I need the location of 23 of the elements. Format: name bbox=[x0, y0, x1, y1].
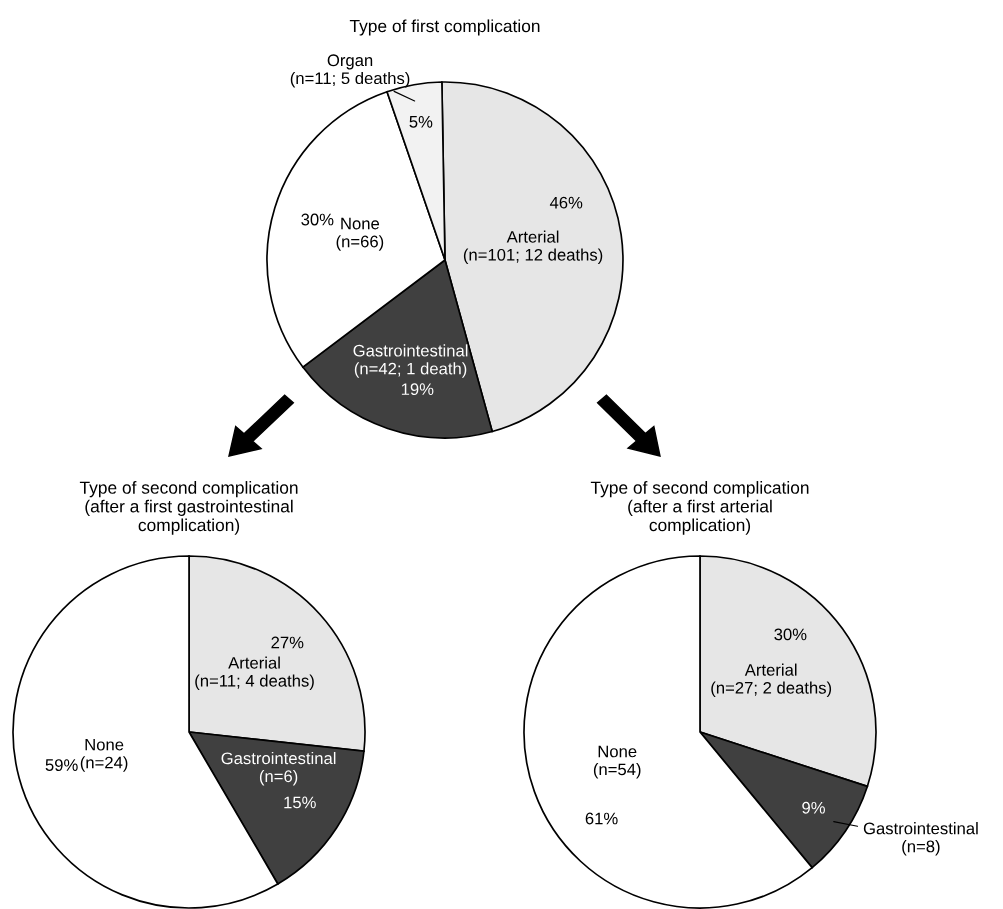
data-label: 5% bbox=[409, 116, 433, 128]
slice-label: None (n=66) bbox=[336, 217, 384, 251]
data-label: 19% bbox=[401, 383, 434, 396]
data-label: 61% bbox=[585, 812, 618, 825]
data-label: 9% bbox=[802, 801, 825, 814]
chart-title: Type of second complication (after a first arterial complication) bbox=[590, 481, 809, 535]
data-label: 30% bbox=[774, 628, 807, 641]
slice-label: Gastrointestinal (n=42; 1 death) bbox=[353, 344, 468, 378]
chart-title: Type of first complication bbox=[349, 19, 540, 36]
slice-label: Arterial (n=101; 12 deaths) bbox=[463, 230, 603, 265]
data-label: 30% bbox=[301, 213, 334, 226]
data-label: 27% bbox=[271, 636, 304, 649]
slice-label: Arterial (n=27; 2 deaths) bbox=[711, 663, 832, 698]
slice-label: Arterial (n=11; 4 deaths) bbox=[195, 656, 314, 691]
data-label: 59% bbox=[45, 759, 78, 771]
slice-label: Gastrointestinal (n=8) bbox=[863, 822, 978, 856]
slice-label: Organ (n=11; 5 deaths) bbox=[290, 54, 410, 88]
chart-title: Type of second complication (after a first gastrointestinal complication) bbox=[79, 481, 298, 535]
data-label: 15% bbox=[284, 796, 316, 809]
slice-label: Gastrointestinal (n=6) bbox=[221, 751, 336, 786]
data-label: 46% bbox=[549, 196, 583, 209]
slice-label: None (n=24) bbox=[80, 738, 128, 772]
slice-label: None (n=54) bbox=[593, 745, 641, 779]
